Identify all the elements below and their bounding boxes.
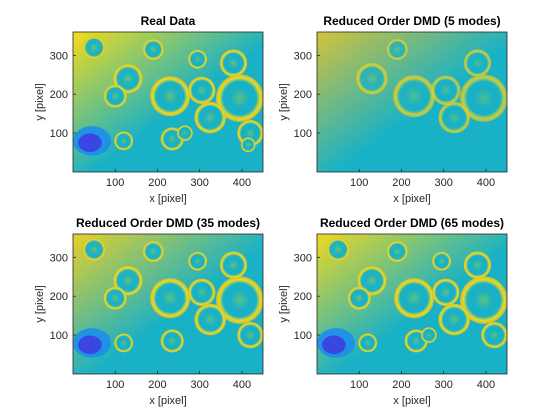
blob-11 <box>194 303 227 336</box>
y-tick-label: 200 <box>294 89 312 101</box>
y-tick-label: 300 <box>50 252 68 264</box>
x-tick-label: 400 <box>233 177 251 189</box>
blob-14 <box>420 327 437 344</box>
blob-2 <box>393 75 436 118</box>
y-tick-label: 200 <box>50 291 68 303</box>
x-tick-label: 300 <box>434 177 452 189</box>
y-axis-label: y [pixel] <box>34 285 46 322</box>
blob-4 <box>150 278 191 319</box>
blob-4 <box>460 74 507 122</box>
y-axis-label: y [pixel] <box>278 83 290 120</box>
blob-9 <box>219 49 248 77</box>
blob-7 <box>432 278 460 307</box>
y-tick-label: 100 <box>50 128 68 140</box>
low-value-core <box>322 335 346 355</box>
blob-5 <box>103 286 127 310</box>
axes-box <box>72 31 264 173</box>
blob-7 <box>188 278 216 307</box>
x-tick-label: 200 <box>148 379 166 391</box>
heatmap-panel-3: 100 200 300 400 100 200 300 Reduced Order DMD (… <box>34 216 264 407</box>
heatmap-field <box>317 234 507 374</box>
blob-7 <box>386 38 408 61</box>
y-tick-label: 300 <box>294 50 312 62</box>
blob-8 <box>216 74 263 122</box>
x-tick-label: 100 <box>106 379 124 391</box>
blob-12 <box>114 131 134 151</box>
x-tick-label: 400 <box>477 379 495 391</box>
x-tick-label: 100 <box>106 177 124 189</box>
low-value-core <box>78 335 102 355</box>
blob-1 <box>356 62 388 95</box>
blob-3 <box>386 240 408 263</box>
y-tick-label: 200 <box>50 89 68 101</box>
blob-9 <box>463 251 492 279</box>
y-tick-label: 300 <box>50 50 68 62</box>
x-tick-label: 200 <box>392 177 410 189</box>
x-axis-label: x [pixel] <box>393 395 430 407</box>
x-tick-label: 100 <box>350 379 368 391</box>
chart-title: Reduced Order DMD (65 modes) <box>320 216 504 230</box>
chart-title: Real Data <box>141 14 196 28</box>
blob-14 <box>176 125 193 142</box>
blob-12 <box>358 333 378 353</box>
heatmap-panel-4: 100 200 300 400 100 200 300 Reduced Order DMD (… <box>278 216 508 407</box>
blob-10 <box>237 321 263 349</box>
blob-3 <box>431 75 461 106</box>
heatmap-panel-1: 100 200 300 400 100 200 300 Real Data x [pixel] y… <box>34 14 264 205</box>
heatmap-panel-2: 100 200 300 400 100 200 300 Reduced Order DMD (… <box>278 14 508 205</box>
blob-6 <box>438 101 471 134</box>
x-tick-label: 300 <box>434 379 452 391</box>
y-tick-label: 300 <box>294 252 312 264</box>
blob-8 <box>216 276 263 324</box>
blob-6 <box>188 49 208 69</box>
axes-box <box>316 233 508 375</box>
blob-1 <box>82 35 106 60</box>
chart-title: Reduced Order DMD (5 modes) <box>323 14 500 28</box>
blob-7 <box>188 76 216 105</box>
x-tick-label: 400 <box>477 177 495 189</box>
axes-box <box>316 31 508 173</box>
blob-3 <box>142 240 164 263</box>
blob-4 <box>150 76 191 117</box>
blob-1 <box>326 237 350 262</box>
y-axis-label: y [pixel] <box>278 285 290 322</box>
y-tick-label: 100 <box>50 330 68 342</box>
chart-title: Reduced Order DMD (35 modes) <box>76 216 260 230</box>
y-tick-label: 200 <box>294 291 312 303</box>
heatmap-field <box>73 32 263 172</box>
blob-5 <box>347 286 371 310</box>
blob-15 <box>240 137 256 153</box>
blob-6 <box>432 251 452 271</box>
y-tick-label: 100 <box>294 128 312 140</box>
blob-1 <box>82 237 106 262</box>
x-tick-label: 200 <box>148 177 166 189</box>
blob-3 <box>142 38 164 61</box>
x-tick-label: 300 <box>190 379 208 391</box>
x-axis-label: x [pixel] <box>149 395 186 407</box>
blob-4 <box>394 278 435 319</box>
heatmap-field <box>317 32 507 172</box>
blob-6 <box>188 251 208 271</box>
x-tick-label: 300 <box>190 177 208 189</box>
x-tick-label: 200 <box>392 379 410 391</box>
x-tick-label: 400 <box>233 379 251 391</box>
low-value-core <box>78 133 102 153</box>
x-axis-label: x [pixel] <box>149 193 186 205</box>
blob-10 <box>481 321 507 349</box>
blob-12 <box>114 333 134 353</box>
blob-11 <box>438 303 471 336</box>
blob-8 <box>460 276 507 324</box>
x-tick-label: 100 <box>350 177 368 189</box>
blob-5 <box>463 49 492 77</box>
blob-9 <box>219 251 248 279</box>
blob-5 <box>103 84 127 108</box>
y-axis-label: y [pixel] <box>34 83 46 120</box>
y-tick-label: 100 <box>294 330 312 342</box>
blob-13 <box>160 329 184 353</box>
blob-11 <box>194 101 227 134</box>
x-axis-label: x [pixel] <box>393 193 430 205</box>
axes-box <box>72 233 264 375</box>
heatmap-field <box>73 234 263 374</box>
